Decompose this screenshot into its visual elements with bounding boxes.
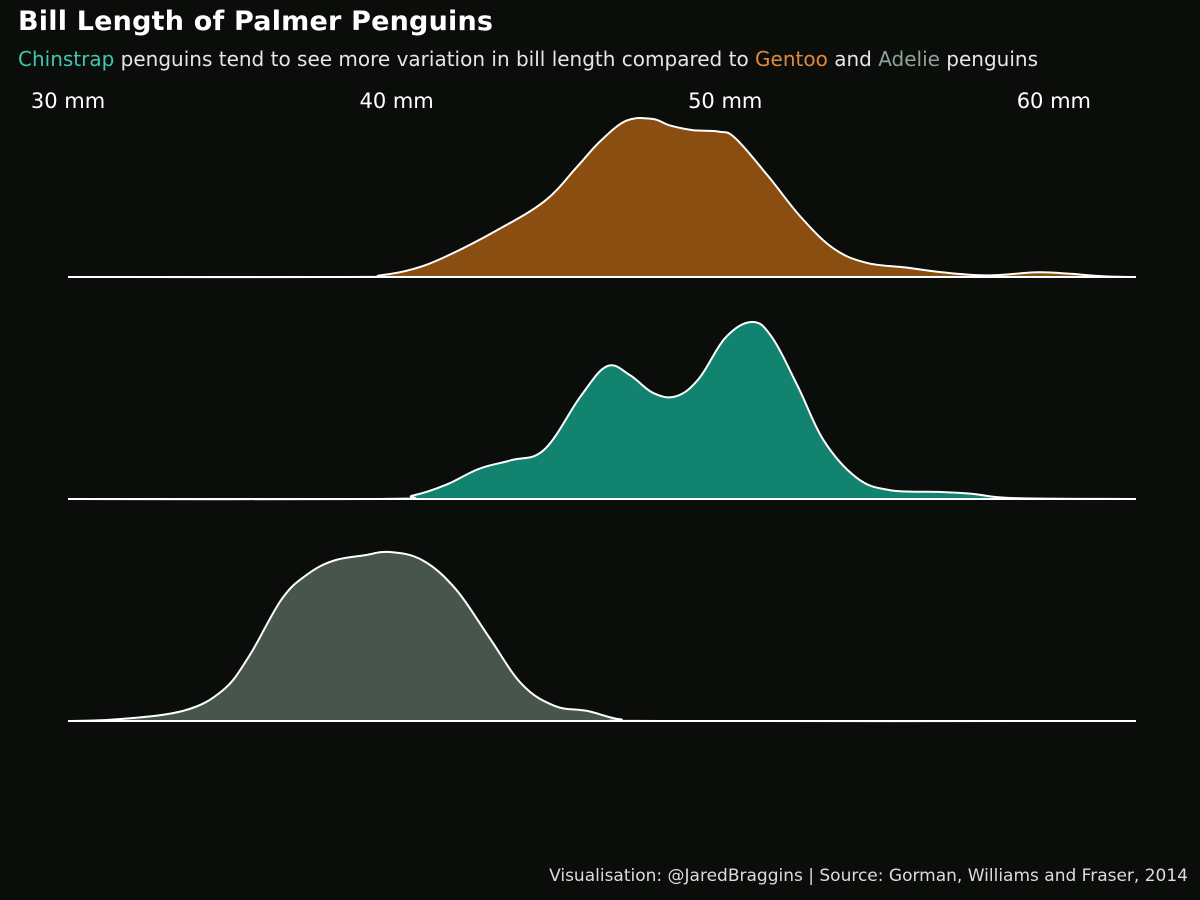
subtitle-text: and	[827, 47, 879, 71]
chinstrap-density-line	[67, 320, 1137, 501]
gentoo-density-area	[68, 117, 1136, 278]
subtitle-gentoo-word: Gentoo	[755, 47, 828, 71]
ridge-chinstrap	[67, 320, 1137, 501]
x-tick-label: 30 mm	[31, 89, 105, 113]
adelie-density-area	[68, 551, 1136, 722]
adelie-density-line	[67, 550, 1137, 723]
gentoo-density-line	[67, 116, 1137, 279]
source-caption: Visualisation: @JaredBraggins | Source: …	[549, 866, 1188, 886]
x-tick-label: 60 mm	[1017, 89, 1091, 113]
subtitle-text: penguins tend to see more variation in b…	[114, 47, 756, 71]
chinstrap-density-area	[68, 321, 1136, 500]
subtitle-chinstrap-word: Chinstrap	[18, 47, 115, 71]
x-tick-label: 40 mm	[359, 89, 433, 113]
x-tick-label: 50 mm	[688, 89, 762, 113]
subtitle-adelie-word: Adelie	[878, 47, 940, 71]
chart-title: Bill Length of Palmer Penguins	[18, 6, 494, 37]
subtitle-text: penguins	[939, 47, 1038, 71]
ridge-adelie	[67, 550, 1137, 723]
chart-subtitle: Chinstrap penguins tend to see more vari…	[18, 47, 1038, 71]
ridge-gentoo	[67, 116, 1137, 279]
